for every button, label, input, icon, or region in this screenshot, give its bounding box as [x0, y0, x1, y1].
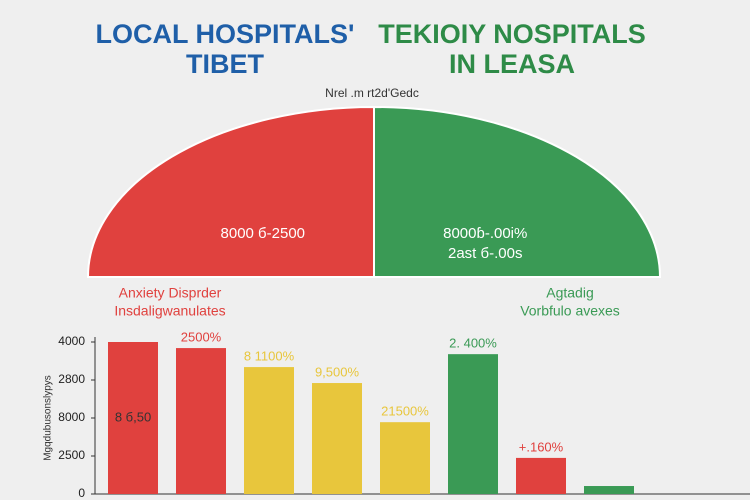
y-tick-label: 4000	[58, 334, 85, 348]
bar-annotation: 21500%	[381, 404, 429, 419]
bar	[516, 457, 566, 494]
slice-label: 8000ɓ-.00i%	[443, 225, 527, 242]
half-pie-slice	[86, 105, 375, 278]
bar-annotation: 8 б,50	[115, 409, 151, 424]
title: TIBET	[186, 49, 265, 79]
bar	[176, 348, 226, 494]
title: LOCAL HOSPITALS'	[96, 19, 355, 49]
bar	[448, 354, 498, 494]
subtitle: Nrel .m rt2d'Gedc	[325, 86, 419, 100]
bar	[380, 422, 430, 494]
bar-annotation: 8 1100%	[244, 349, 295, 364]
bar	[108, 342, 158, 494]
bar	[244, 367, 294, 494]
category-label: Agtadig	[546, 285, 593, 301]
title: TEKIOIY NOSPITALS	[378, 19, 646, 49]
y-tick-label: 8000	[58, 410, 85, 424]
y-tick-label: 0	[78, 486, 85, 500]
bar-annotation: 2. 400%	[449, 336, 497, 351]
category-label: Vorbfulo avexes	[520, 303, 620, 319]
category-label: Anxiety Disprder	[119, 285, 222, 301]
title: IN LEASA	[449, 49, 575, 79]
bar-annotation: 2500%	[181, 330, 222, 345]
y-axis-label: Mgqdubusonslypys	[43, 375, 54, 461]
bar-annotation: 9,500%	[315, 364, 360, 379]
half-pie-slice	[373, 105, 662, 278]
bar	[312, 383, 362, 494]
y-tick-label: 2800	[58, 372, 85, 386]
bar-annotation: +.160%	[519, 439, 564, 454]
bar	[584, 486, 634, 494]
category-label: Insdaligwanulates	[114, 303, 225, 319]
y-tick-label: 2500	[58, 448, 85, 462]
slice-label: 2ast б-.00s	[448, 245, 522, 262]
slice-label: 8000 б-2500	[221, 225, 306, 242]
